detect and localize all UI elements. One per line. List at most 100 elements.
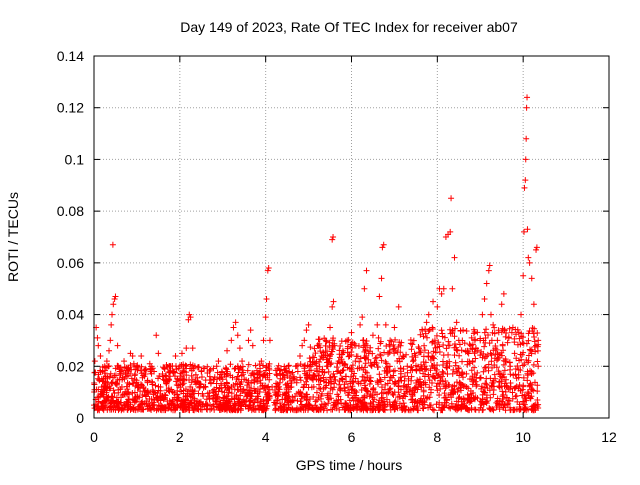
data-point: [318, 352, 325, 359]
data-point: [400, 352, 406, 359]
data-point: [116, 368, 123, 375]
data-point: [359, 314, 366, 321]
data-point: [206, 373, 213, 380]
data-point: [230, 324, 237, 331]
data-point: [378, 275, 385, 282]
data-point: [520, 272, 527, 279]
data-point: [148, 378, 155, 385]
data-point: [279, 376, 286, 383]
data-point: [526, 259, 533, 266]
data-point: [245, 337, 252, 344]
data-point: [98, 383, 105, 390]
data-point: [142, 371, 149, 378]
data-point: [438, 290, 445, 297]
data-point: [161, 391, 168, 398]
data-point: [181, 368, 188, 375]
data-point: [449, 285, 456, 292]
data-point: [174, 376, 181, 383]
data-point: [187, 314, 194, 321]
data-point: [434, 303, 441, 310]
data-point: [494, 337, 501, 344]
data-point: [533, 246, 540, 253]
data-point: [369, 332, 376, 339]
data-point: [133, 363, 140, 370]
data-point: [112, 293, 119, 300]
data-point: [271, 399, 278, 406]
y-tick-label: 0: [76, 410, 84, 426]
data-point: [379, 244, 386, 251]
data-point: [153, 332, 160, 339]
data-point: [464, 347, 471, 354]
data-point: [451, 254, 458, 261]
data-point: [533, 244, 540, 251]
data-point: [109, 311, 116, 318]
data-point: [361, 285, 368, 292]
data-point: [168, 386, 175, 393]
data-point: [189, 345, 196, 352]
y-axis-label: ROTI / TECUs: [5, 192, 21, 282]
data-point: [522, 177, 529, 184]
data-point: [94, 334, 101, 341]
data-point: [329, 303, 336, 310]
data-point: [453, 319, 460, 326]
data-point: [140, 383, 147, 390]
data-point: [335, 358, 342, 365]
data-point: [219, 376, 226, 383]
data-point: [477, 337, 484, 344]
data-point: [215, 358, 222, 365]
data-point: [307, 363, 314, 370]
data-point: [357, 321, 364, 328]
data-point: [264, 267, 271, 274]
data-point: [301, 337, 308, 344]
data-point: [234, 332, 241, 339]
x-tick-label: 10: [515, 429, 531, 445]
data-point: [183, 345, 190, 352]
data-point: [91, 358, 98, 365]
data-point: [503, 358, 509, 365]
data-point: [521, 184, 528, 191]
data-point: [138, 352, 145, 359]
data-point: [524, 94, 531, 101]
data-point: [530, 301, 537, 308]
data-point: [176, 363, 183, 370]
data-point: [490, 321, 497, 328]
data-point: [104, 373, 111, 380]
data-point: [417, 378, 424, 385]
x-tick-label: 4: [262, 429, 270, 445]
data-point: [348, 329, 355, 336]
data-point: [521, 228, 528, 235]
data-point: [339, 347, 346, 354]
data-point: [123, 373, 130, 380]
data-point: [330, 298, 337, 305]
data-point: [178, 350, 185, 357]
data-point: [198, 368, 205, 375]
data-point: [528, 275, 535, 282]
data-point: [430, 298, 437, 305]
data-point: [522, 156, 529, 163]
data-point: [172, 352, 179, 359]
data-point: [97, 352, 104, 359]
data-point: [515, 329, 522, 336]
data-point: [380, 241, 387, 248]
data-point: [404, 363, 411, 370]
chart-title: Day 149 of 2023, Rate Of TEC Index for r…: [180, 19, 518, 35]
y-tick-label: 0.04: [57, 307, 84, 323]
data-point: [374, 321, 381, 328]
data-point: [365, 350, 372, 357]
data-point: [241, 376, 248, 383]
data-point: [163, 378, 170, 385]
data-point: [305, 321, 312, 328]
data-point: [109, 241, 116, 248]
data-point: [344, 337, 351, 344]
x-tick-label: 8: [433, 429, 441, 445]
x-tick-label: 0: [90, 429, 98, 445]
data-point: [352, 342, 359, 349]
data-point: [202, 383, 209, 390]
data-point: [191, 363, 198, 370]
data-point: [425, 311, 432, 318]
data-point: [228, 337, 235, 344]
data-point: [479, 311, 486, 318]
data-point: [523, 104, 530, 111]
data-point: [487, 311, 494, 318]
data-point: [412, 383, 419, 390]
